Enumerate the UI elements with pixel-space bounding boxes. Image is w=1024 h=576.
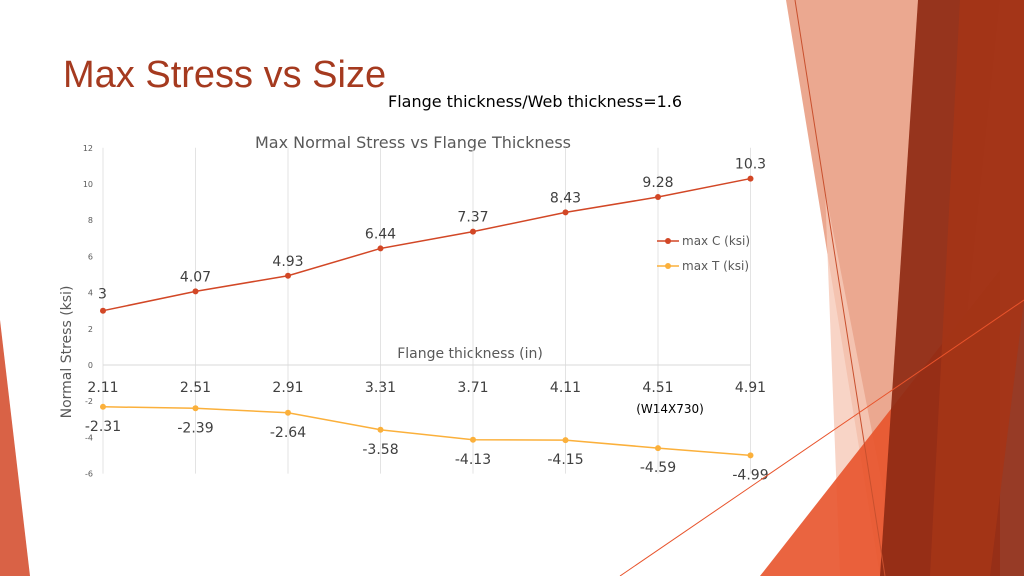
x-tick-label: 4.91 [735,380,766,396]
x-tick-label: 3.31 [365,380,396,396]
data-label: 3 [98,287,107,303]
legend-swatch-marker [665,263,671,269]
data-label: -2.39 [177,420,213,436]
series-line [102,177,751,312]
y-tick-label: 4 [88,289,93,298]
data-point [377,426,384,433]
y-tick-label: 10 [83,180,93,189]
data-point [562,209,569,216]
x-tick-label: 2.91 [272,380,303,396]
data-label: -4.99 [732,467,768,483]
data-label: -4.15 [547,452,583,468]
x-axis-label: Flange thickness (in) [397,346,543,362]
data-point [562,437,569,444]
data-label: 8.43 [550,190,581,206]
x-tick-label: 2.51 [180,380,211,396]
deco-line-1 [794,0,886,576]
y-tick-label: -2 [85,397,93,406]
data-point [100,403,106,410]
y-axis-label: Normal Stress (ksi) [59,286,75,419]
legend-label: max T (ksi) [682,259,749,273]
data-label: 10.3 [735,157,766,173]
data-label: -2.31 [85,419,121,435]
y-tick-label: 12 [83,144,93,153]
deco-line-2 [619,299,1024,576]
legend-swatch-marker [665,238,671,244]
data-point [470,436,476,443]
data-point [655,194,661,201]
y-tick-label: -6 [85,470,93,479]
data-label: 9.28 [642,175,673,191]
y-tick-label: 8 [88,216,93,225]
data-label: 4.93 [272,254,303,270]
data-point [655,445,661,452]
subtitle: Flange thickness/Web thickness=1.6 [388,92,683,111]
data-point [100,307,106,314]
data-point [747,452,754,459]
x-tick-label: 2.11 [87,380,118,396]
series-line [102,406,751,457]
legend-label: max C (ksi) [682,234,750,248]
data-point [192,288,199,295]
x-tick-label: 4.51 [642,380,673,396]
data-point [285,409,291,416]
data-label: 7.37 [457,210,488,226]
slide-title: Max Stress vs Size [63,54,387,96]
data-point [192,405,199,412]
y-tick-label: 0 [88,361,93,370]
y-tick-label: 6 [88,252,93,261]
data-label: 4.07 [180,269,211,285]
data-point [747,175,754,182]
deco-left-wedge [0,320,30,576]
x-tick-label: 4.11 [550,380,581,396]
data-point [470,228,476,235]
data-label: -4.59 [640,460,676,476]
annotation-w14x730: (W14X730) [636,402,704,416]
data-label: -2.64 [270,425,306,441]
x-tick-label: 3.71 [457,380,488,396]
chart-title: Max Normal Stress vs Flange Thickness [255,133,571,152]
data-label: -3.58 [362,442,398,458]
y-tick-label: 2 [88,325,93,334]
y-tick-label: -4 [85,433,93,442]
deco-panel-mid [930,0,1024,576]
data-label: 6.44 [365,226,396,242]
data-label: -4.13 [455,452,491,468]
data-point [377,245,384,252]
data-point [285,272,291,279]
